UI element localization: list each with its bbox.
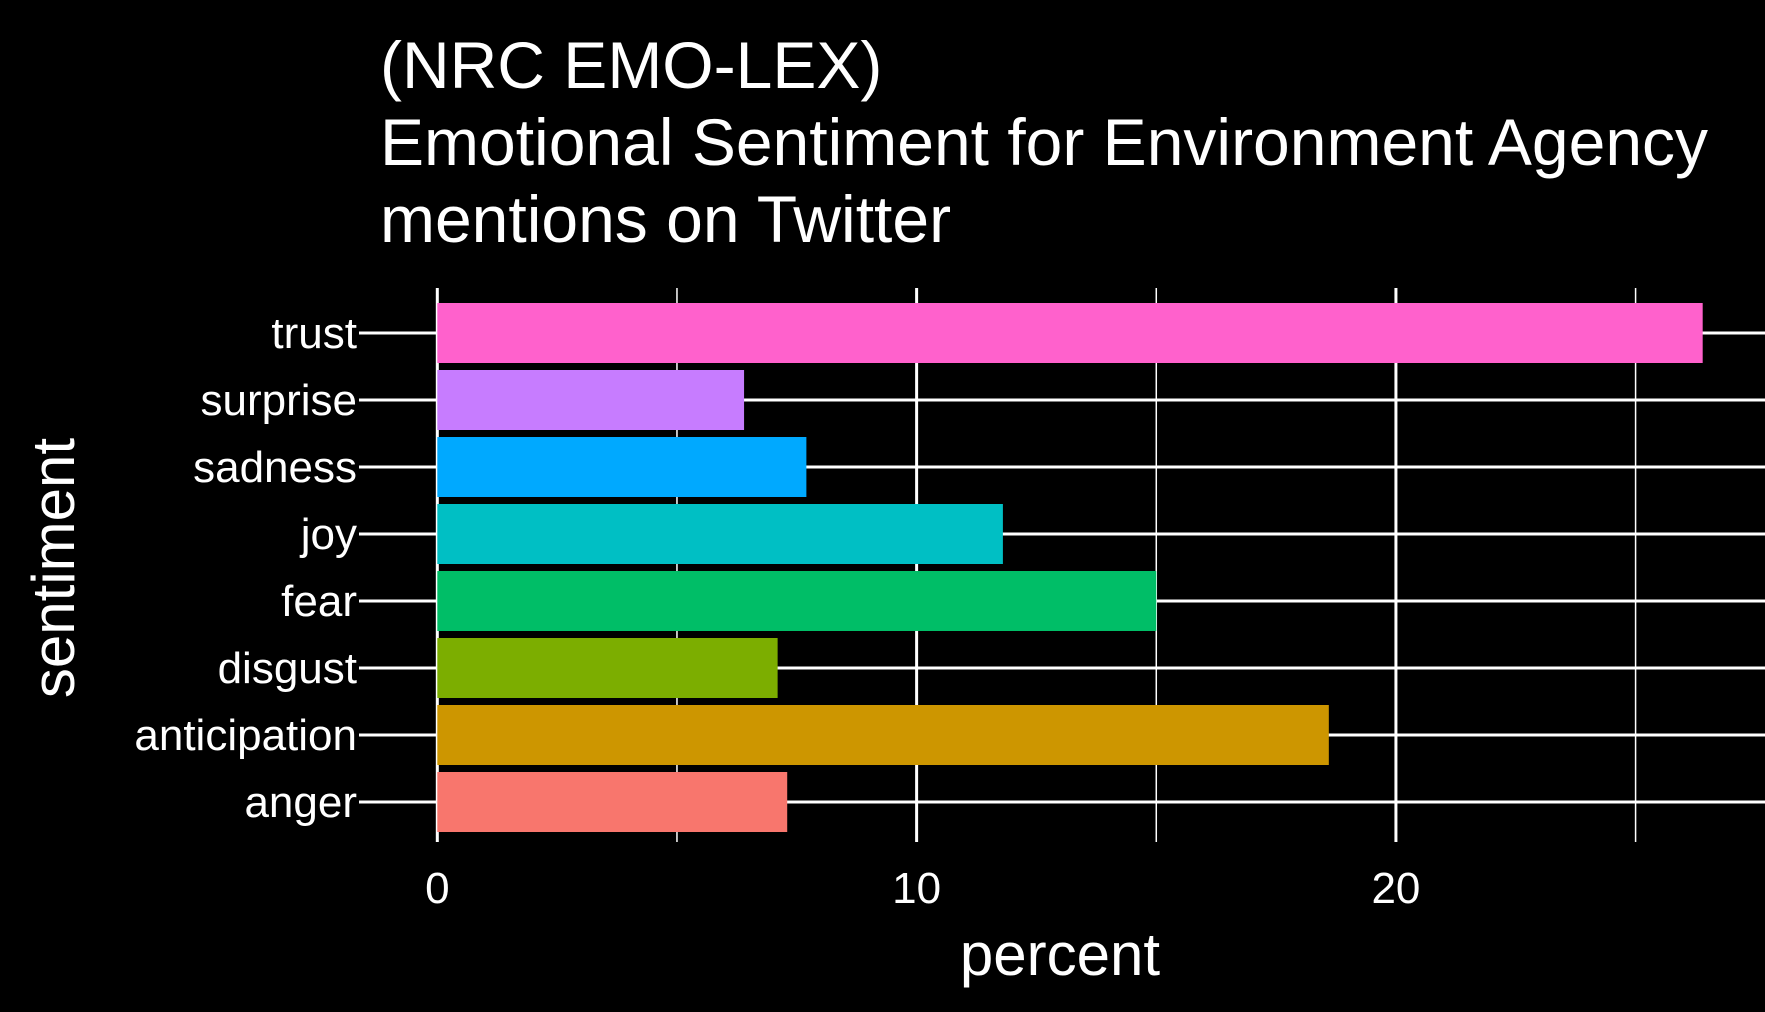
bar-joy [437, 504, 1003, 564]
bar-surprise [437, 370, 745, 430]
chart-title-line-3: mentions on Twitter [380, 182, 951, 256]
bar-trust [437, 303, 1703, 363]
bar-fear [437, 571, 1157, 631]
y-tick-label-anger: anger [244, 778, 357, 827]
x-tick-label-10: 10 [892, 864, 941, 913]
y-tick-label-disgust: disgust [218, 644, 357, 693]
x-tick-label-0: 0 [425, 864, 449, 913]
x-tick-label-20: 20 [1371, 864, 1420, 913]
y-tick-label-surprise: surprise [201, 376, 358, 425]
x-axis-title: percent [960, 921, 1160, 988]
y-tick-label-anticipation: anticipation [134, 711, 357, 760]
y-axis-title: sentiment [20, 438, 87, 698]
bar-anticipation [437, 705, 1329, 765]
y-tick-label-sadness: sadness [193, 443, 357, 492]
bar-disgust [437, 638, 778, 698]
chart-title-line-1: (NRC EMO-LEX) [380, 28, 882, 102]
bar-anger [437, 772, 788, 832]
y-tick-label-trust: trust [271, 309, 357, 358]
y-tick-label-joy: joy [299, 510, 357, 559]
bar-sadness [437, 437, 807, 497]
chart-title-line-2: Emotional Sentiment for Environment Agen… [380, 105, 1708, 179]
bars [437, 303, 1703, 832]
axes: anger anticipation disgust fear joy sadness su… [134, 309, 1420, 913]
y-tick-label-fear: fear [281, 577, 357, 626]
